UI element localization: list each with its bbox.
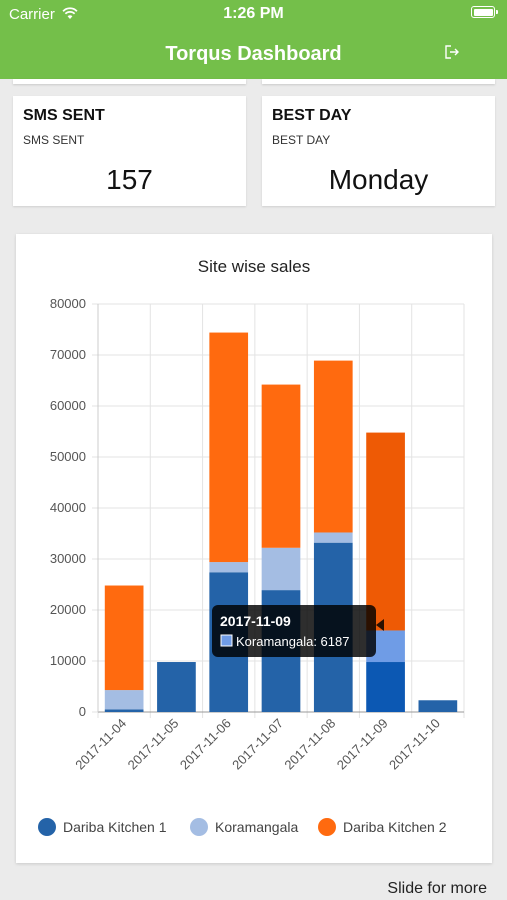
logout-icon[interactable] [444, 45, 460, 59]
battery-icon [471, 6, 498, 18]
clock: 1:26 PM [223, 5, 284, 22]
slide-hint: Slide for more [387, 880, 487, 897]
x-tick-label: 2017-11-06 [177, 716, 234, 773]
tooltip-caret [376, 619, 384, 631]
x-tick-label: 2017-11-10 [386, 716, 443, 773]
y-tick-label: 60000 [50, 398, 86, 413]
y-tick-label: 10000 [50, 653, 86, 668]
bar-segment[interactable] [366, 432, 405, 631]
bar-segment[interactable] [366, 662, 405, 712]
x-tick-group: 2017-11-04 [72, 716, 129, 773]
tooltip-box [212, 605, 376, 657]
bar-segment[interactable] [209, 562, 249, 573]
site-sales-chart[interactable]: Site wise sales 0 10000 20000 30000 40000 500… [16, 234, 492, 863]
x-tick-label: 2017-11-05 [125, 716, 182, 773]
legend-label[interactable]: Dariba Kitchen 2 [343, 819, 447, 835]
card-title: SMS SENT [23, 107, 105, 124]
card-subtitle: BEST DAY [272, 133, 331, 147]
bar-segment[interactable] [261, 547, 301, 591]
chart-tooltip: 2017-11-09 Koramangala: 6187 [212, 605, 384, 657]
x-tick-group: 2017-11-06 [177, 716, 234, 773]
legend-swatch [38, 818, 56, 836]
x-tick-label: 2017-11-08 [281, 716, 338, 773]
carrier-label: Carrier [9, 6, 55, 23]
legend-swatch [190, 818, 208, 836]
best-day-card: BEST DAY BEST DAY Monday [262, 96, 495, 206]
bar-segment[interactable] [104, 690, 144, 710]
site-sales-chart-card: Site wise sales 0 10000 20000 30000 40000 500… [16, 234, 492, 863]
bar-segment[interactable] [209, 332, 249, 563]
y-tick-label: 0 [79, 704, 86, 719]
card-peek-left [13, 79, 246, 84]
card-subtitle: SMS SENT [23, 133, 85, 147]
y-tick-label: 70000 [50, 347, 86, 362]
bar-segment[interactable] [418, 700, 458, 712]
x-tick-group: 2017-11-07 [229, 716, 286, 773]
bar-segment[interactable] [104, 585, 144, 691]
legend-label[interactable]: Dariba Kitchen 1 [63, 819, 167, 835]
bar-segment[interactable] [313, 532, 353, 543]
y-tick-label: 20000 [50, 602, 86, 617]
wifi-icon [62, 7, 78, 19]
y-tick-label: 40000 [50, 500, 86, 515]
tooltip-swatch [220, 634, 233, 647]
y-tick-label: 50000 [50, 449, 86, 464]
y-tick-label: 80000 [50, 296, 86, 311]
status-bar: Carrier 1:26 PM [0, 0, 507, 28]
y-tick-label: 30000 [50, 551, 86, 566]
card-value: 157 [106, 164, 153, 195]
sms-sent-card: SMS SENT SMS SENT 157 [13, 96, 246, 206]
x-tick-group: 2017-11-08 [281, 716, 338, 773]
bar-segment[interactable] [313, 360, 353, 533]
bar-segment[interactable] [261, 384, 301, 548]
bar-segment[interactable] [157, 662, 196, 712]
legend-swatch [318, 818, 336, 836]
chart-title: Site wise sales [198, 257, 310, 276]
x-tick-label: 2017-11-09 [334, 716, 391, 773]
bar-segment[interactable] [104, 709, 144, 712]
x-tick-label: 2017-11-07 [229, 716, 286, 773]
x-tick-label: 2017-11-04 [72, 716, 129, 773]
card-value: Monday [328, 164, 429, 195]
tooltip-title: 2017-11-09 [220, 613, 291, 629]
app-title: Torqus Dashboard [165, 43, 342, 65]
card-title: BEST DAY [272, 107, 352, 124]
x-tick-group: 2017-11-10 [386, 716, 443, 773]
tooltip-label: Koramangala: 6187 [236, 634, 349, 649]
header-bar [0, 0, 507, 79]
x-tick-group: 2017-11-09 [334, 716, 391, 773]
legend-label[interactable]: Koramangala [215, 819, 298, 835]
x-tick-group: 2017-11-05 [125, 716, 182, 773]
card-peek-right [262, 79, 495, 84]
